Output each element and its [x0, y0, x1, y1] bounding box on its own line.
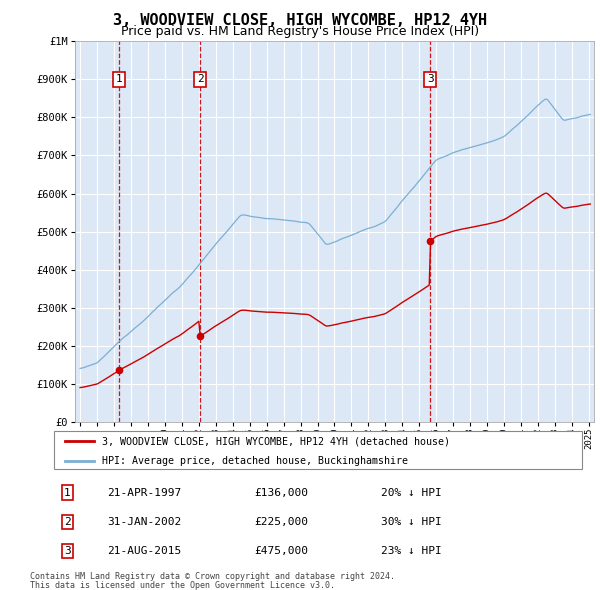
- Text: Contains HM Land Registry data © Crown copyright and database right 2024.: Contains HM Land Registry data © Crown c…: [30, 572, 395, 581]
- Text: HPI: Average price, detached house, Buckinghamshire: HPI: Average price, detached house, Buck…: [101, 455, 407, 466]
- FancyBboxPatch shape: [54, 431, 582, 469]
- Text: £225,000: £225,000: [254, 517, 308, 527]
- Text: 3: 3: [64, 546, 71, 556]
- Bar: [119, 41, 200, 422]
- Text: 21-APR-1997: 21-APR-1997: [107, 487, 181, 497]
- Text: £136,000: £136,000: [254, 487, 308, 497]
- Text: Price paid vs. HM Land Registry's House Price Index (HPI): Price paid vs. HM Land Registry's House …: [121, 25, 479, 38]
- Text: 1: 1: [116, 74, 122, 84]
- Text: 23% ↓ HPI: 23% ↓ HPI: [382, 546, 442, 556]
- Text: 3: 3: [427, 74, 434, 84]
- Bar: [200, 41, 430, 422]
- Text: 2: 2: [197, 74, 203, 84]
- Text: 2: 2: [64, 517, 71, 527]
- Bar: [430, 41, 594, 422]
- Text: 21-AUG-2015: 21-AUG-2015: [107, 546, 181, 556]
- Text: 30% ↓ HPI: 30% ↓ HPI: [382, 517, 442, 527]
- Text: 3, WOODVIEW CLOSE, HIGH WYCOMBE, HP12 4YH: 3, WOODVIEW CLOSE, HIGH WYCOMBE, HP12 4Y…: [113, 13, 487, 28]
- Text: 3, WOODVIEW CLOSE, HIGH WYCOMBE, HP12 4YH (detached house): 3, WOODVIEW CLOSE, HIGH WYCOMBE, HP12 4Y…: [101, 437, 449, 447]
- Text: 1: 1: [64, 487, 71, 497]
- Text: 31-JAN-2002: 31-JAN-2002: [107, 517, 181, 527]
- Text: £475,000: £475,000: [254, 546, 308, 556]
- Text: This data is licensed under the Open Government Licence v3.0.: This data is licensed under the Open Gov…: [30, 581, 335, 589]
- Text: 20% ↓ HPI: 20% ↓ HPI: [382, 487, 442, 497]
- Bar: [75, 41, 119, 422]
